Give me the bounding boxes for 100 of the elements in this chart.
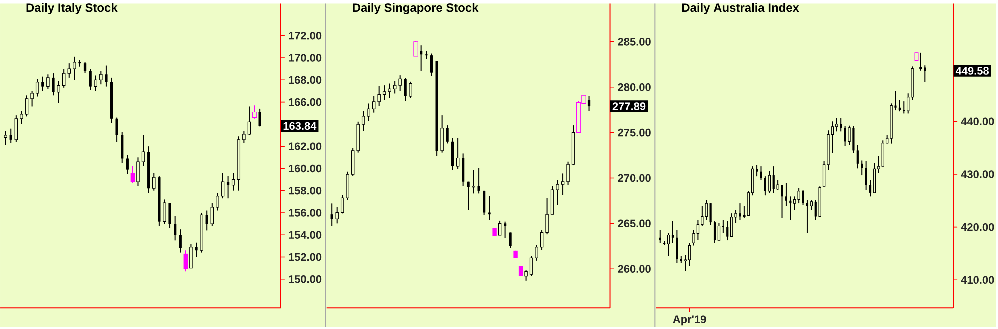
y-tick-label: 440.00: [961, 118, 994, 126]
candlestick: [561, 173, 565, 196]
candlestick: [351, 148, 355, 177]
candlestick: [100, 70, 103, 86]
candlestick: [530, 256, 534, 277]
candlestick: [10, 128, 12, 144]
candlestick: [62, 68, 66, 88]
y-tick-label: 152.00: [289, 253, 322, 262]
y-tick-label: 280.00: [618, 84, 651, 92]
candlestick: [768, 170, 772, 194]
candlestick: [785, 182, 788, 207]
candlestick: [760, 166, 762, 181]
candlestick: [36, 78, 40, 98]
candlestick: [336, 206, 339, 224]
candlestick: [798, 188, 800, 204]
candlestick: [420, 45, 423, 72]
candlestick: [248, 106, 252, 136]
candlestick: [836, 118, 838, 132]
candlestick: [258, 108, 262, 128]
candlestick: [790, 196, 792, 221]
candlestick: [382, 85, 386, 101]
candlestick: [498, 220, 502, 236]
candlestick: [462, 153, 465, 187]
candlestick: [524, 270, 528, 282]
y-tick-label: 270.00: [618, 174, 651, 182]
chart-title: Daily Singapore Stock: [353, 3, 479, 15]
y-tick-label: 162.00: [289, 142, 322, 150]
candlestick: [116, 117, 118, 143]
candlestick: [340, 195, 344, 214]
candlestick: [478, 168, 480, 194]
candlestick: [174, 216, 177, 242]
chart-title: Daily Italy Stock: [26, 3, 118, 15]
candlestick: [556, 180, 560, 206]
candlestick: [810, 200, 814, 211]
candlestick: [226, 176, 230, 200]
y-tick-label: 172.00: [289, 32, 322, 40]
candlestick: [232, 172, 236, 192]
candlestick: [467, 181, 470, 211]
y-tick-label: 265.00: [618, 220, 651, 228]
candlestick: [68, 63, 72, 78]
candlestick: [446, 125, 449, 144]
candlestick: [84, 62, 87, 74]
candlestick: [659, 230, 662, 244]
candlestick: [705, 200, 708, 221]
y-tick-label: 170.00: [289, 54, 322, 62]
candlestick: [414, 40, 418, 58]
candlestick: [865, 160, 868, 191]
candlestick: [566, 161, 570, 186]
candlestick: [873, 162, 876, 194]
candlestick: [210, 202, 214, 227]
y-tick-label: 158.00: [289, 186, 322, 195]
candlestick: [409, 81, 412, 99]
chart-title: Daily Australia Index: [682, 3, 800, 15]
candlestick: [152, 172, 156, 192]
candlestick: [472, 170, 476, 194]
candlestick: [216, 192, 220, 212]
candlestick: [688, 242, 692, 267]
candlestick: [105, 65, 108, 88]
y-tick-label: 168.00: [289, 76, 322, 84]
candlestick: [25, 95, 29, 118]
candlestick: [714, 221, 716, 244]
candlestick: [142, 135, 146, 168]
candlestick: [126, 154, 129, 175]
candlestick: [756, 165, 758, 178]
y-tick-label: 160.00: [289, 164, 322, 173]
candlestick: [362, 110, 366, 132]
candlestick: [535, 244, 538, 262]
candlestick: [710, 203, 712, 226]
candlestick: [89, 68, 92, 91]
candlestick: [57, 80, 60, 104]
candlestick: [121, 132, 124, 164]
candlestick: [672, 221, 674, 244]
candlestick: [221, 172, 225, 200]
candlestick: [242, 130, 246, 144]
y-tick-label: 260.00: [618, 265, 651, 273]
candlestick: [94, 75, 98, 92]
candlestick: [718, 222, 721, 242]
candlestick: [184, 250, 188, 272]
candlestick: [730, 213, 734, 238]
candlestick: [667, 232, 670, 257]
y-tick-label: 410.00: [961, 276, 994, 284]
y-tick-label: 166.00: [289, 98, 322, 106]
candlestick: [190, 243, 193, 269]
candlestick: [4, 130, 8, 146]
text: 277.89: [612, 102, 646, 110]
text: 163.84: [284, 122, 317, 130]
candlestick: [46, 74, 50, 90]
candlestick: [482, 190, 486, 216]
candlestick: [136, 157, 140, 187]
candlestick: [869, 180, 872, 198]
candlestick: [346, 171, 350, 201]
candlestick: [168, 202, 172, 229]
candlestick: [696, 220, 700, 242]
candlestick: [488, 196, 491, 221]
y-tick-label: 156.00: [289, 209, 322, 217]
candlestick: [163, 199, 166, 225]
candlestick: [398, 75, 402, 92]
candlestick: [367, 103, 370, 122]
y-tick-label: 420.00: [961, 223, 994, 232]
candlestick: [42, 76, 44, 92]
